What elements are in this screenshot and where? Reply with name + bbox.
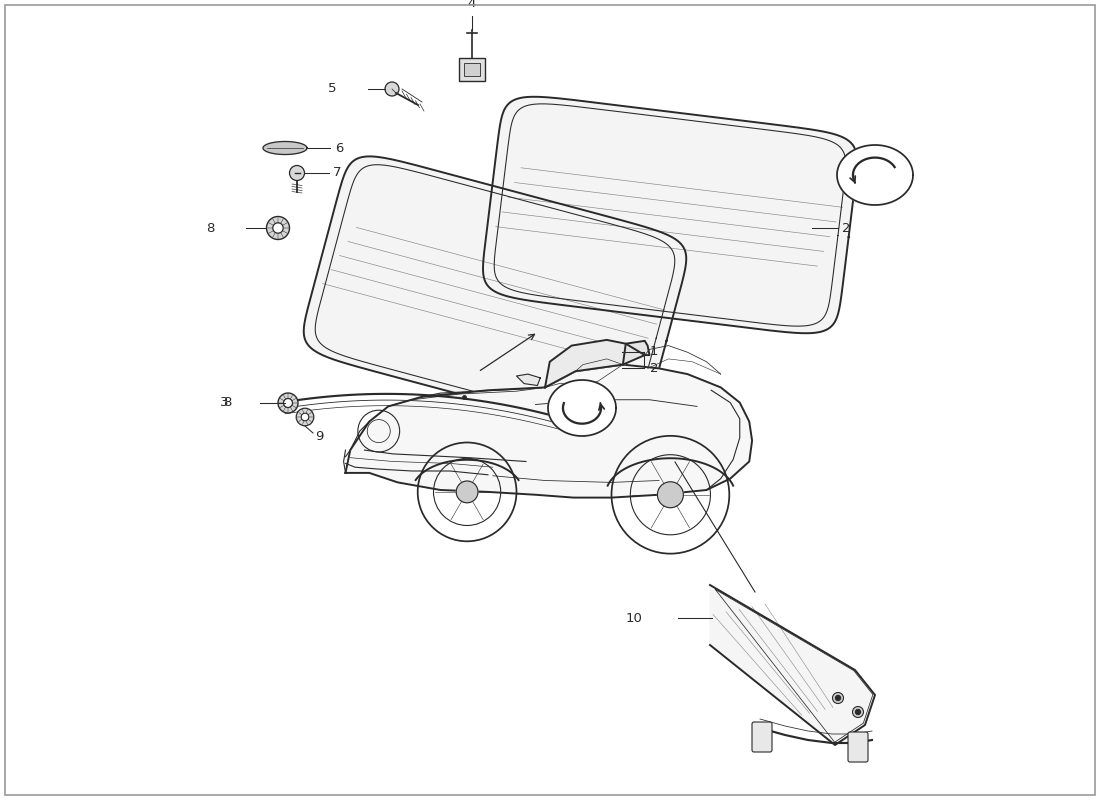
- Circle shape: [278, 393, 298, 413]
- Text: 10: 10: [625, 611, 642, 625]
- Polygon shape: [837, 145, 913, 205]
- Text: 1: 1: [650, 346, 659, 358]
- Text: 5: 5: [328, 82, 337, 95]
- Polygon shape: [623, 341, 649, 365]
- FancyBboxPatch shape: [752, 722, 772, 752]
- Text: 8: 8: [223, 397, 231, 410]
- Polygon shape: [517, 374, 540, 386]
- Circle shape: [836, 695, 840, 701]
- Polygon shape: [544, 340, 645, 387]
- Polygon shape: [548, 380, 616, 436]
- Polygon shape: [710, 585, 874, 745]
- Text: 3: 3: [220, 397, 228, 410]
- Circle shape: [289, 166, 305, 181]
- Circle shape: [385, 82, 399, 96]
- Circle shape: [273, 222, 283, 234]
- Text: 2: 2: [650, 362, 659, 374]
- Text: 2: 2: [842, 222, 850, 234]
- Circle shape: [852, 706, 864, 718]
- Polygon shape: [345, 365, 752, 498]
- Text: 7: 7: [333, 166, 341, 179]
- Circle shape: [833, 693, 844, 703]
- FancyBboxPatch shape: [459, 58, 485, 81]
- FancyBboxPatch shape: [464, 63, 480, 76]
- Circle shape: [266, 217, 289, 239]
- Circle shape: [301, 413, 309, 421]
- FancyBboxPatch shape: [848, 732, 868, 762]
- Circle shape: [456, 481, 478, 502]
- Text: 8: 8: [206, 222, 214, 234]
- Circle shape: [658, 482, 683, 508]
- Polygon shape: [304, 157, 686, 434]
- Polygon shape: [263, 142, 307, 154]
- Polygon shape: [483, 97, 857, 334]
- Text: 4: 4: [468, 0, 476, 10]
- Circle shape: [856, 710, 860, 714]
- Circle shape: [296, 408, 314, 426]
- Text: 9: 9: [315, 430, 323, 443]
- Circle shape: [284, 398, 293, 407]
- Text: 6: 6: [336, 142, 343, 154]
